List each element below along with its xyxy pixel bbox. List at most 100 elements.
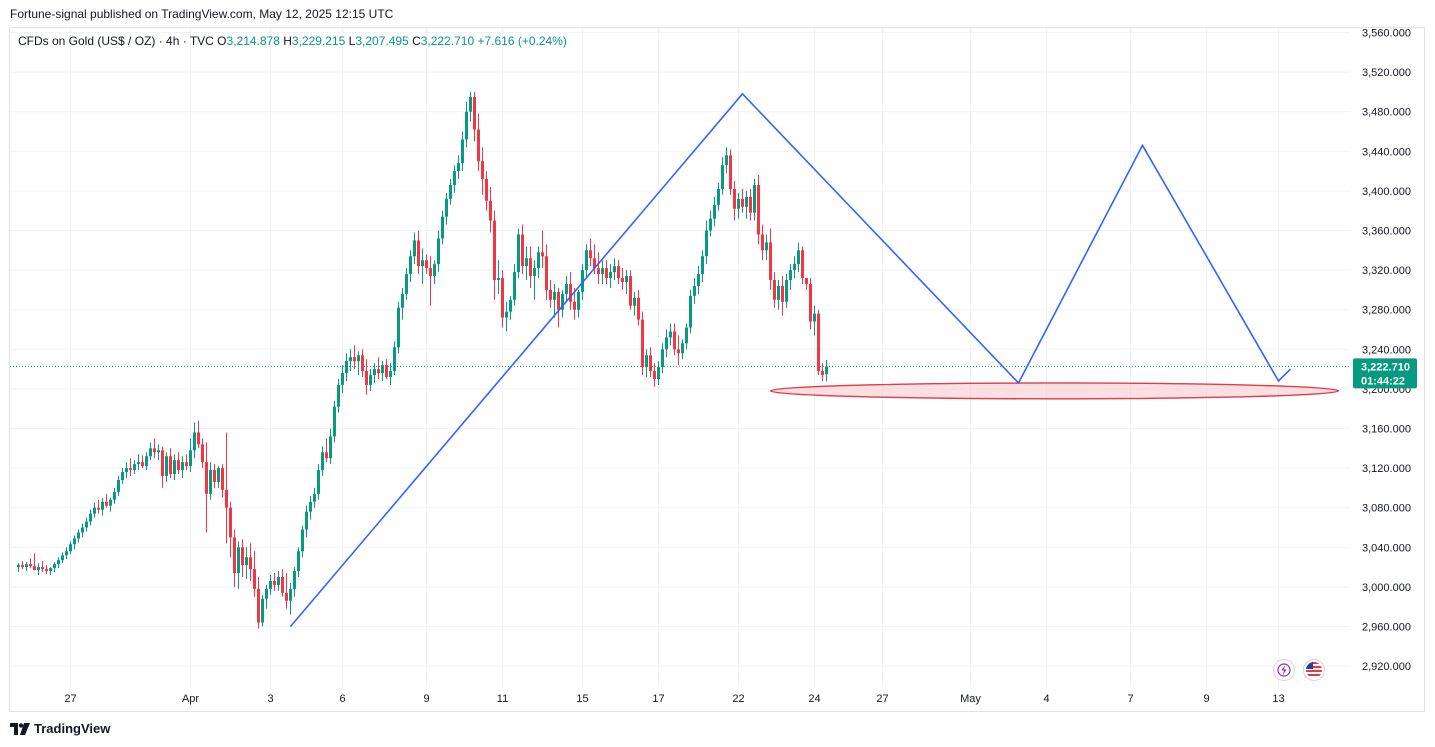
candle-body (637, 297, 640, 320)
candle-body (381, 365, 384, 374)
candle-body (201, 444, 204, 463)
time-tick-label: 27 (876, 693, 888, 705)
candle-body (277, 577, 280, 585)
candle-body (621, 278, 624, 282)
candle-body (613, 266, 616, 273)
candle-body (365, 371, 368, 385)
candle-body (389, 371, 392, 378)
time-axis[interactable]: 27 Apr 3 6 9 11 15 17 22 24 27 May 4 7 9 13 (64, 693, 1284, 705)
candle-body (117, 479, 120, 492)
price-tick-label: 3,520.000 (1362, 67, 1411, 79)
high-label: H (283, 34, 292, 48)
candle-body (817, 313, 820, 372)
candle-body (233, 537, 236, 574)
candle-body (485, 179, 488, 201)
candle-body (69, 544, 72, 552)
close-label: C (412, 34, 421, 48)
candle-body (197, 432, 200, 445)
candle-body (41, 567, 44, 570)
us-flag-icon[interactable] (1303, 659, 1325, 681)
candle-body (777, 285, 780, 300)
tradingview-logo[interactable]: TradingView (10, 721, 110, 736)
candle-body (521, 234, 524, 267)
price-tick-label: 3,280.000 (1362, 305, 1411, 317)
candle-body (797, 250, 800, 265)
candle-body (553, 291, 556, 300)
candle-body (649, 355, 652, 372)
candle-body (177, 460, 180, 471)
candle-body (557, 291, 560, 310)
candle-body (209, 470, 212, 494)
candle-body (141, 462, 144, 467)
candle-body (449, 184, 452, 199)
close-value: 3,222.710 (420, 34, 475, 48)
candle-body (721, 165, 724, 189)
candle-body (249, 557, 252, 570)
candle-body (617, 266, 620, 279)
candle-body (397, 307, 400, 348)
candle-body (733, 188, 736, 209)
candle-body (77, 532, 80, 539)
candle-body (161, 450, 164, 477)
candle-body (465, 111, 468, 140)
price-tick-label: 3,400.000 (1362, 186, 1411, 198)
price-axis[interactable]: 2,920.000 2,960.000 3,000.000 3,040.000 3,08… (1362, 28, 1411, 674)
support-zone-ellipse[interactable] (769, 382, 1340, 400)
candle-body (585, 250, 588, 271)
time-tick-label: 4 (1043, 693, 1049, 705)
candle-body (329, 436, 332, 459)
candle-body (93, 507, 96, 514)
candle-body (149, 448, 152, 457)
candle-body (605, 268, 608, 279)
candle-body (153, 448, 156, 453)
symbol-name[interactable]: CFDs on Gold (US$ / OZ) · 4h · TVC (18, 34, 214, 48)
time-tick-label: May (960, 693, 981, 705)
last-price-tag: 3,222.710 01:44:22 (1353, 358, 1417, 389)
candle-body (533, 268, 536, 277)
open-value: 3,214.878 (226, 34, 280, 48)
candle-body (757, 184, 760, 235)
candle-body (17, 565, 20, 568)
candle-body (445, 198, 448, 217)
candle-body (697, 274, 700, 286)
candle-body (221, 468, 224, 490)
time-tick-label: 17 (652, 693, 664, 705)
candle-body (505, 311, 508, 318)
price-tick-label: 3,480.000 (1362, 107, 1411, 119)
candle-body (173, 460, 176, 475)
lightning-icon[interactable] (1273, 659, 1295, 681)
candle-body (297, 551, 300, 572)
candle-body (169, 456, 172, 475)
candle-body (421, 260, 424, 267)
candle-body (49, 568, 52, 572)
candle-body (561, 293, 564, 310)
time-tick-label: 11 (497, 693, 508, 705)
candle-body (713, 204, 716, 219)
candle-body (109, 499, 112, 506)
candle-body (341, 373, 344, 385)
candle-body (597, 268, 600, 275)
candle-body (625, 276, 628, 282)
candle-body (293, 571, 296, 589)
candle-body (353, 357, 356, 362)
candle-body (45, 569, 48, 572)
candle-body (525, 258, 528, 267)
candle-body (665, 337, 668, 350)
candle-body (573, 301, 576, 310)
candle-body (653, 371, 656, 379)
candle-body (433, 264, 436, 277)
candle-body (409, 256, 412, 275)
candle-body (781, 285, 784, 302)
candle-body (113, 491, 116, 500)
candle-body (193, 432, 196, 451)
symbol-legend: CFDs on Gold (US$ / OZ) · 4h · TVC O3,21… (18, 34, 567, 48)
time-tick-label: 13 (1272, 693, 1284, 705)
pattern-trend-line[interactable] (289, 92, 1292, 628)
candle-body (501, 278, 504, 318)
time-tick-label: 3 (267, 693, 273, 705)
candle-body (729, 155, 732, 189)
candle-body (97, 507, 100, 510)
candle-body (25, 564, 28, 568)
candle-body (737, 198, 740, 209)
